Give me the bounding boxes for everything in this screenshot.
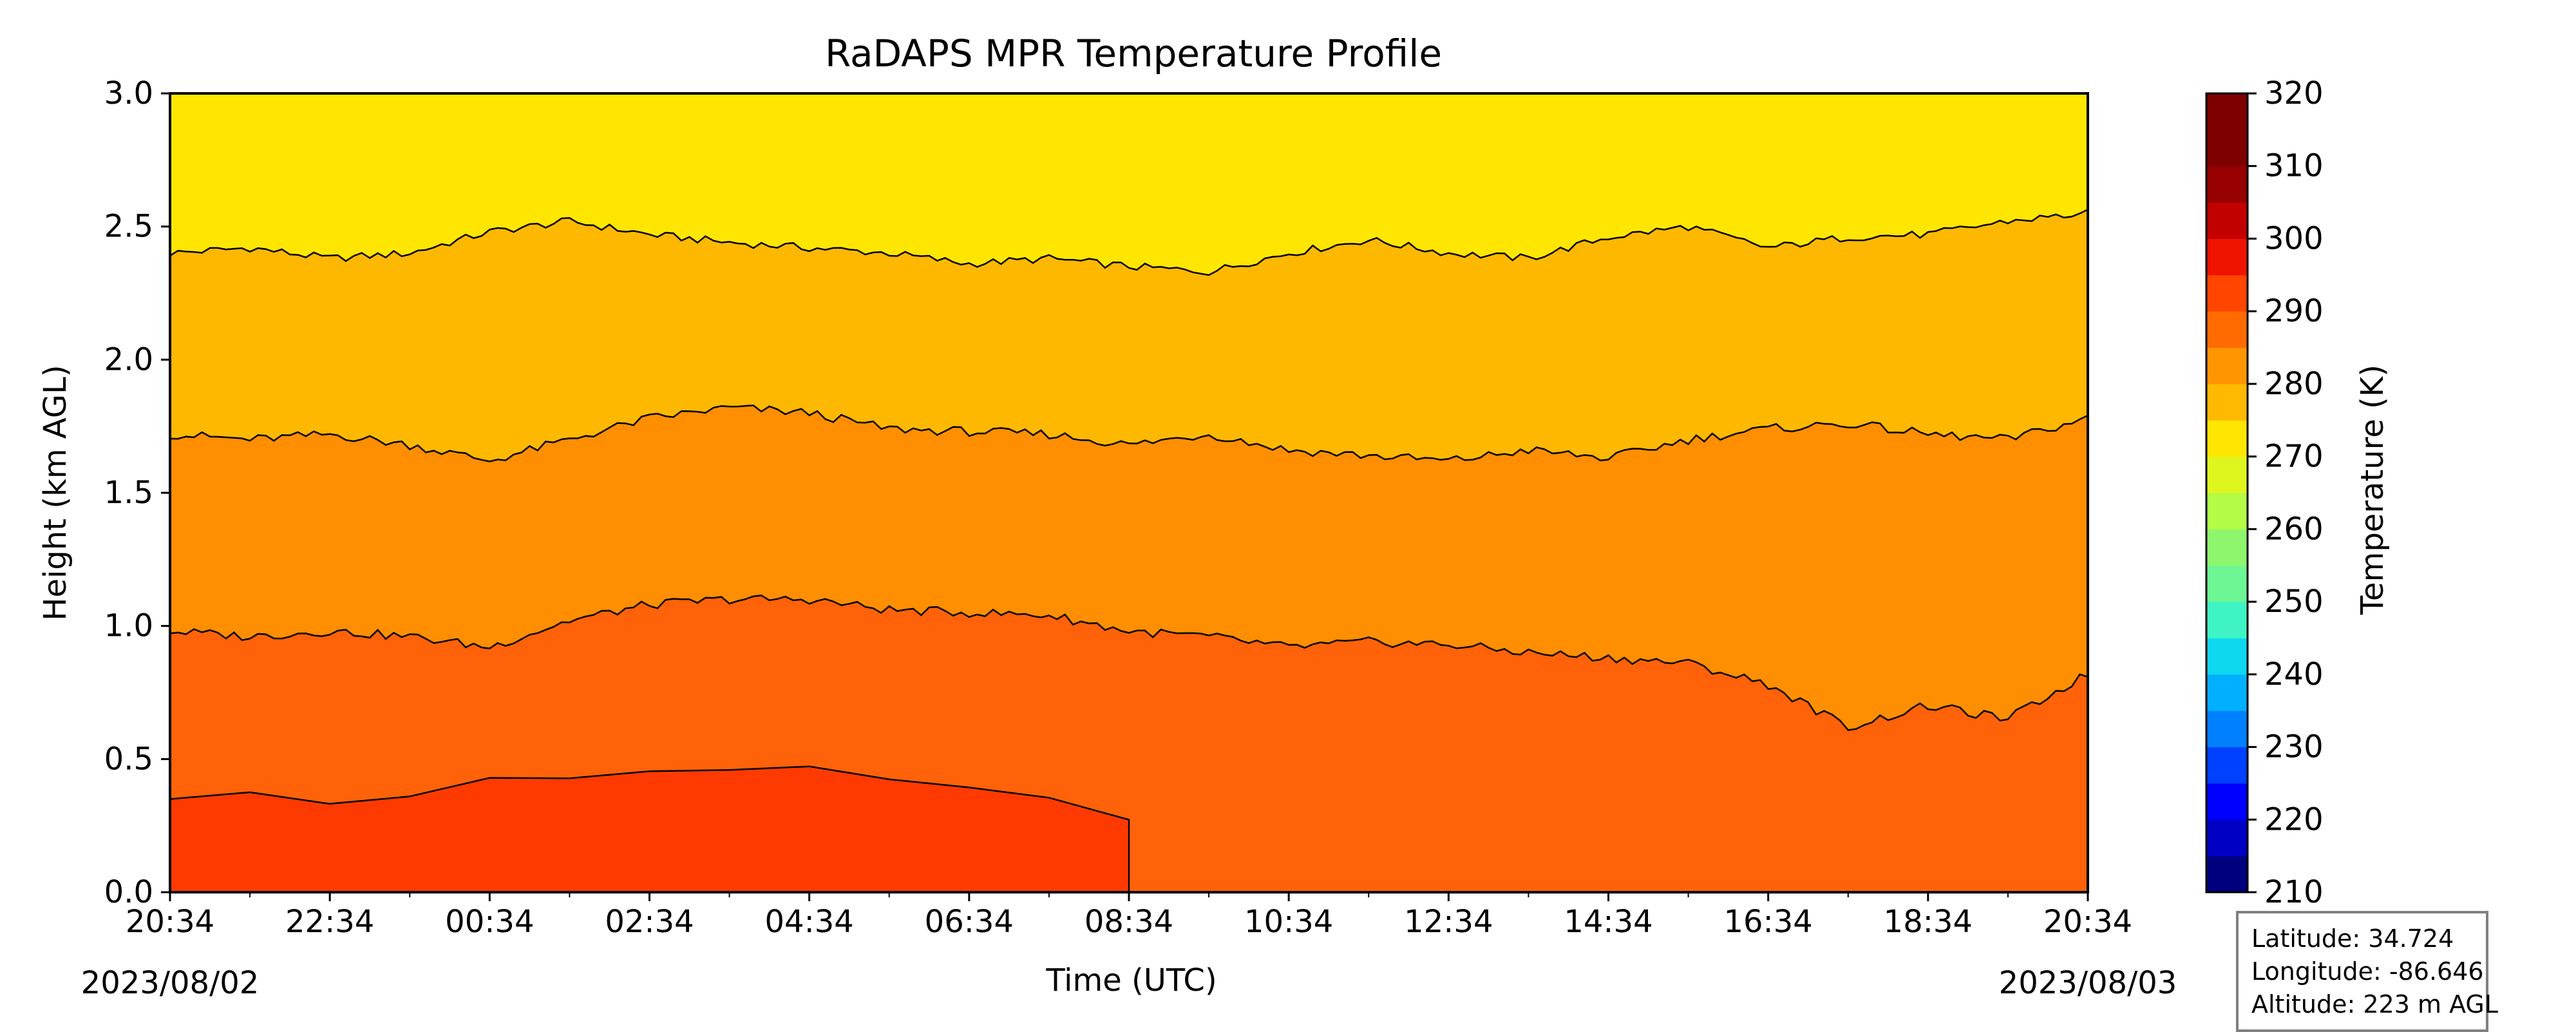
contour-290K <box>169 405 2088 463</box>
colorbar-tick-label: 230 <box>2264 729 2324 765</box>
colorbar-tick-label: 260 <box>2264 511 2324 547</box>
x-axis-label: Time (UTC) <box>1045 962 1217 999</box>
y-axis-label: Height (km AGL) <box>37 365 73 620</box>
colorbar-segment <box>2206 602 2248 638</box>
colorbar-segment <box>2206 274 2248 312</box>
colorbar-segment <box>2206 383 2248 421</box>
colorbar-tick-label: 280 <box>2264 366 2324 402</box>
colorbar-segment <box>2206 674 2248 711</box>
colorbar-segment <box>2206 638 2248 675</box>
colorbar-segment <box>2206 238 2248 276</box>
station-info-box: Latitude: 34.724 Longitude: -86.646 Alti… <box>2236 911 2499 1032</box>
colorbar-label: Temperature (K) <box>2354 365 2391 615</box>
x-tick-label: 12:34 <box>1404 904 1493 940</box>
chart-title: RaDAPS MPR Temperature Profile <box>825 32 1442 75</box>
x-tick-label: 20:34 <box>126 904 214 940</box>
colorbar-frame <box>2205 92 2249 893</box>
colorbar-segment <box>2206 747 2248 784</box>
y-tick-label: 0.5 <box>104 741 153 777</box>
x-tick-label: 16:34 <box>1724 904 1813 940</box>
y-tick-label: 3.0 <box>104 75 153 111</box>
x-axis: 20:34 22:34 00:34 02:34 04:34 06:34 08:34 10:34… <box>126 892 2132 940</box>
x-tick-label: 02:34 <box>605 904 694 940</box>
colorbar-segment <box>2206 711 2248 748</box>
y-tick-label: 2.5 <box>104 209 153 245</box>
plot-area <box>169 93 2088 893</box>
colorbar-tick-label: 300 <box>2264 220 2324 256</box>
colorbar-segment <box>2206 166 2248 203</box>
end-date-label: 2023/08/03 <box>1999 965 2177 1001</box>
colorbar-segment <box>2206 202 2248 239</box>
band-300-305K <box>169 765 1130 893</box>
colorbar-tick-label: 270 <box>2264 439 2324 475</box>
colorbar-segment <box>2206 129 2248 167</box>
y-tick-label: 2.0 <box>104 341 153 377</box>
x-tick-label: 08:34 <box>1084 904 1173 940</box>
y-tick-label: 0.0 <box>104 874 153 910</box>
colorbar-segment <box>2206 855 2248 893</box>
contour-295K <box>169 595 2088 731</box>
colorbar-tick-label: 210 <box>2264 874 2324 910</box>
colorbar-tick-label: 240 <box>2264 656 2324 693</box>
colorbar-segment <box>2206 819 2248 857</box>
colorbar-tick-label: 320 <box>2264 75 2324 111</box>
x-tick-label: 18:34 <box>1884 904 1973 940</box>
y-tick-label: 1.5 <box>104 475 153 511</box>
latitude-text: Latitude: 34.724 <box>2251 924 2454 953</box>
band-280-285K <box>170 93 2088 275</box>
x-tick-label: 22:34 <box>285 904 374 940</box>
x-tick-label: 06:34 <box>925 904 1014 940</box>
colorbar-segment <box>2206 783 2248 820</box>
x-tick-label: 10:34 <box>1244 904 1333 940</box>
colorbar-segment <box>2206 347 2248 385</box>
colorbar-tick-label: 220 <box>2264 801 2324 837</box>
x-tick-label: 20:34 <box>2043 904 2132 940</box>
y-axis: 0.0 0.5 1.0 1.5 2.0 2.5 3.0 <box>104 75 170 910</box>
altitude-text: Altitude: 223 m AGL <box>2251 990 2499 1018</box>
y-tick-label: 1.0 <box>104 608 153 644</box>
colorbar-tick-label: 310 <box>2264 148 2324 184</box>
colorbar-segment <box>2206 311 2248 349</box>
longitude-text: Longitude: -86.646 <box>2251 957 2484 986</box>
start-date-label: 2023/08/02 <box>81 965 260 1001</box>
colorbar-segment <box>2206 456 2248 493</box>
contour-lines <box>169 209 2088 731</box>
colorbar-segment <box>2206 420 2248 457</box>
contour-285K <box>169 209 2088 276</box>
x-tick-label: 14:34 <box>1564 904 1653 940</box>
colorbar-segment <box>2206 565 2248 602</box>
colorbar: 210 220 230 240 250 260 270 280 290 300 310 320 <box>2205 75 2324 910</box>
colorbar-segment <box>2206 93 2248 130</box>
colorbar-tick-label: 290 <box>2264 293 2324 329</box>
colorbar-segment <box>2206 493 2248 530</box>
colorbar-segment <box>2206 529 2248 566</box>
colorbar-tick-label: 250 <box>2264 584 2324 620</box>
x-tick-label: 00:34 <box>445 904 534 940</box>
x-tick-label: 04:34 <box>765 904 854 940</box>
